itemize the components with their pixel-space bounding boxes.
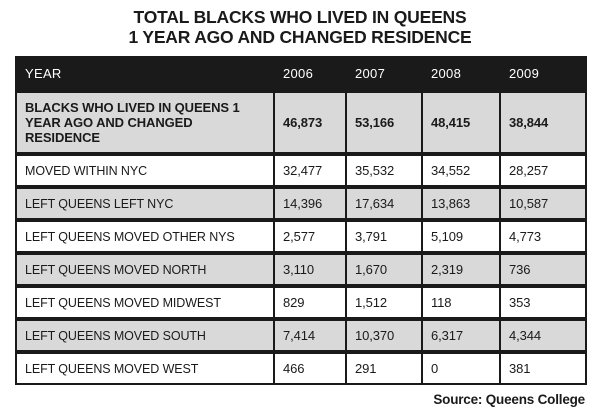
value-cell: 35,532 [345, 152, 423, 189]
value-cell: 2,319 [421, 251, 501, 288]
value-cell: 291 [345, 350, 423, 386]
table-row: LEFT QUEENS MOVED WEST 466 291 0 381 [15, 350, 587, 386]
value-cell: 46,873 [273, 89, 347, 156]
row-label-cell: LEFT QUEENS MOVED SOUTH [15, 317, 275, 354]
value-cell: 4,344 [499, 317, 587, 354]
table-row: LEFT QUEENS MOVED NORTH 3,110 1,670 2,319 73… [15, 251, 587, 288]
value-cell: 6,317 [421, 317, 501, 354]
value-cell: 34,552 [421, 152, 501, 189]
value-cell: 38,844 [499, 89, 587, 156]
value-cell: 32,477 [273, 152, 347, 189]
value-cell: 4,773 [499, 218, 587, 255]
value-cell: 10,370 [345, 317, 423, 354]
value-cell: 1,512 [345, 284, 423, 321]
value-cell: 353 [499, 284, 587, 321]
table-row: LEFT QUEENS MOVED SOUTH 7,414 10,370 6,317 4… [15, 317, 587, 354]
table-row: LEFT QUEENS LEFT NYC 14,396 17,634 13,863 10… [15, 185, 587, 222]
value-cell: 7,414 [273, 317, 347, 354]
row-label-cell: LEFT QUEENS MOVED NORTH [15, 251, 275, 288]
value-cell: 28,257 [499, 152, 587, 189]
row-label-cell: LEFT QUEENS LEFT NYC [15, 185, 275, 222]
value-cell: 2,577 [273, 218, 347, 255]
value-cell: 3,791 [345, 218, 423, 255]
value-cell: 10,587 [499, 185, 587, 222]
figure-title: TOTAL BLACKS WHO LIVED IN QUEENS 1 YEAR … [15, 7, 585, 47]
value-cell: 736 [499, 251, 587, 288]
value-cell: 1,670 [345, 251, 423, 288]
value-cell: 48,415 [421, 89, 501, 156]
table-row: LEFT QUEENS MOVED MIDWEST 829 1,512 118 353 [15, 284, 587, 321]
table-row: BLACKS WHO LIVED IN QUEENS 1 YEAR AGO AN… [15, 89, 587, 156]
data-table: YEAR 2006 2007 2008 2009 BLACKS WHO LIVED IN… [15, 56, 587, 386]
row-label-cell: LEFT QUEENS MOVED WEST [15, 350, 275, 386]
value-cell: 17,634 [345, 185, 423, 222]
source-caption: Source: Queens College [433, 392, 585, 407]
value-cell: 829 [273, 284, 347, 321]
value-cell: 5,109 [421, 218, 501, 255]
header-cell-2009: 2009 [499, 56, 587, 93]
figure-title-line2: 1 YEAR AGO AND CHANGED RESIDENCE [128, 26, 472, 47]
value-cell: 381 [499, 350, 587, 386]
header-cell-2008: 2008 [421, 56, 501, 93]
figure-title-line1: TOTAL BLACKS WHO LIVED IN QUEENS [133, 7, 467, 27]
value-cell: 466 [273, 350, 347, 386]
value-cell: 3,110 [273, 251, 347, 288]
value-cell: 118 [421, 284, 501, 321]
row-label-cell: LEFT QUEENS MOVED MIDWEST [15, 284, 275, 321]
row-label-cell: MOVED WITHIN NYC [15, 152, 275, 189]
table-row: LEFT QUEENS MOVED OTHER NYS 2,577 3,791 5,1… [15, 218, 587, 255]
value-cell: 14,396 [273, 185, 347, 222]
table-row: MOVED WITHIN NYC 32,477 35,532 34,552 28,257 [15, 152, 587, 189]
header-cell-2006: 2006 [273, 56, 347, 93]
value-cell: 53,166 [345, 89, 423, 156]
row-label-cell: BLACKS WHO LIVED IN QUEENS 1 YEAR AGO AN… [15, 89, 275, 156]
row-label-cell: LEFT QUEENS MOVED OTHER NYS [15, 218, 275, 255]
value-cell: 0 [421, 350, 501, 386]
header-cell-year: YEAR [15, 56, 275, 93]
table-header-row: YEAR 2006 2007 2008 2009 [15, 56, 587, 93]
value-cell: 13,863 [421, 185, 501, 222]
header-cell-2007: 2007 [345, 56, 423, 93]
